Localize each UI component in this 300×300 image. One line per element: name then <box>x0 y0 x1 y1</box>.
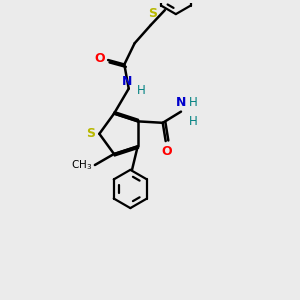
Text: N: N <box>176 96 186 109</box>
Text: S: S <box>148 7 157 20</box>
Text: O: O <box>94 52 105 65</box>
Text: H: H <box>189 96 198 109</box>
Text: N: N <box>122 75 132 88</box>
Text: S: S <box>86 127 95 140</box>
Text: H: H <box>189 115 198 128</box>
Text: H: H <box>137 84 146 97</box>
Text: CH$_3$: CH$_3$ <box>71 158 92 172</box>
Text: O: O <box>162 145 172 158</box>
